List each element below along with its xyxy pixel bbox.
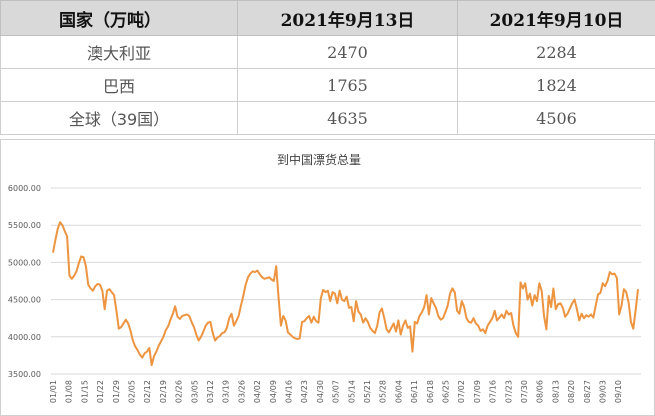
x-tick-label: 09/10 [614, 380, 623, 403]
x-tick-label: 05/21 [363, 380, 372, 403]
x-tick-label: 02/12 [143, 380, 152, 403]
x-tick-label: 01/29 [112, 380, 121, 403]
x-tick-label: 04/09 [269, 380, 278, 403]
x-tick-label: 08/13 [551, 380, 560, 403]
series-layer [52, 221, 639, 367]
row-value-date-2: 1824 [457, 68, 655, 102]
x-tick-label: 03/26 [237, 380, 246, 403]
x-tick-label: 05/07 [332, 380, 341, 403]
x-tick-label: 01/01 [49, 380, 58, 403]
x-tick-label: 03/05 [190, 380, 199, 403]
y-tick-label: 3500.00 [8, 370, 41, 379]
x-tick-label: 03/12 [206, 380, 215, 403]
grid-lines [51, 187, 641, 375]
header-country: 国家（万吨） [0, 0, 238, 36]
row-value-date-1: 1765 [237, 68, 458, 102]
series-line [52, 221, 639, 367]
x-tick-label: 05/28 [379, 380, 388, 403]
x-tick-label: 06/11 [410, 380, 419, 403]
x-tick-label: 04/23 [300, 380, 309, 403]
row-value-date-2: 4506 [457, 101, 655, 135]
line-chart: 到中国漂货总量 6000.00 5500.00 5000.00 4500.00 4000… [8, 152, 641, 403]
x-tick-label: 06/04 [394, 380, 403, 403]
x-tick-label: 02/05 [128, 380, 137, 403]
x-tick-label: 08/27 [583, 380, 592, 403]
y-tick-label: 5500.00 [8, 221, 41, 230]
row-value-date-2: 2284 [457, 35, 655, 69]
x-tick-label: 02/26 [175, 380, 184, 403]
x-tick-label: 06/25 [442, 380, 451, 403]
table-row: 全球（39国） 4635 4506 [0, 101, 655, 135]
x-tick-label: 07/02 [457, 380, 466, 403]
row-label: 全球（39国） [0, 101, 238, 135]
x-tick-label: 04/02 [253, 380, 262, 403]
y-axis-ticks: 6000.00 5500.00 5000.00 4500.00 4000.00 3500.… [8, 184, 41, 379]
row-label: 巴西 [0, 68, 238, 102]
x-tick-label: 07/09 [473, 380, 482, 403]
table-row: 巴西 1765 1824 [0, 68, 655, 102]
x-tick-label: 06/18 [426, 380, 435, 403]
summary-table: 国家（万吨） 2021年9月13日 2021年9月10日 澳大利亚 2470 2… [0, 0, 655, 135]
y-tick-label: 4500.00 [8, 296, 41, 305]
row-value-date-1: 2470 [237, 35, 458, 69]
table-row: 澳大利亚 2470 2284 [0, 35, 655, 69]
x-tick-label: 07/30 [520, 380, 529, 403]
x-tick-label: 04/16 [285, 380, 294, 403]
x-tick-label: 01/22 [96, 380, 105, 403]
y-tick-label: 4000.00 [8, 333, 41, 342]
x-axis-ticks: 01/01 01/08 01/15 01/22 01/29 02/05 02/12 02/19… [49, 380, 623, 403]
x-tick-label: 05/14 [347, 380, 356, 403]
chart-panel: 到中国漂货总量 6000.00 5500.00 5000.00 4500.00 4000… [0, 139, 655, 416]
x-tick-label: 08/20 [567, 380, 576, 403]
x-tick-label: 01/08 [65, 380, 74, 403]
y-tick-label: 5000.00 [8, 258, 41, 267]
x-tick-label: 07/23 [504, 380, 513, 403]
x-tick-label: 08/06 [536, 380, 545, 403]
x-tick-label: 09/03 [599, 380, 608, 403]
chart-title: 到中国漂货总量 [277, 152, 361, 167]
header-date-1: 2021年9月13日 [237, 0, 458, 36]
x-tick-label: 02/19 [159, 380, 168, 403]
x-tick-label: 01/15 [80, 380, 89, 403]
x-tick-label: 04/30 [316, 380, 325, 403]
x-tick-label: 07/16 [489, 380, 498, 403]
table-header-row: 国家（万吨） 2021年9月13日 2021年9月10日 [0, 0, 655, 36]
x-tick-label: 03/19 [222, 380, 231, 403]
header-date-2: 2021年9月10日 [457, 0, 655, 36]
row-value-date-1: 4635 [237, 101, 458, 135]
row-label: 澳大利亚 [0, 35, 238, 69]
y-tick-label: 6000.00 [8, 184, 41, 193]
